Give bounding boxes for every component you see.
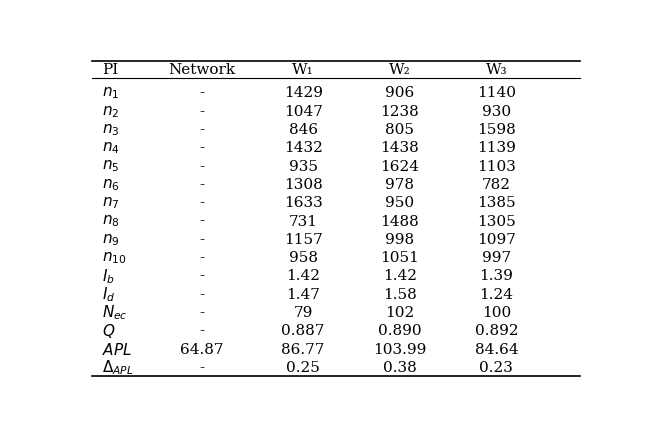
Text: $\Delta_{APL}$: $\Delta_{APL}$: [102, 359, 134, 377]
Text: 1139: 1139: [477, 141, 516, 155]
Text: 930: 930: [482, 105, 511, 119]
Text: 1.24: 1.24: [480, 288, 514, 302]
Text: 731: 731: [289, 215, 318, 228]
Text: 1598: 1598: [477, 123, 516, 137]
Text: $n_7$: $n_7$: [102, 195, 120, 211]
Text: 978: 978: [385, 178, 414, 192]
Text: 1488: 1488: [380, 215, 419, 228]
Text: $n_{10}$: $n_{10}$: [102, 250, 127, 266]
Text: W₃: W₃: [485, 63, 507, 77]
Text: $n_9$: $n_9$: [102, 232, 120, 248]
Text: $APL$: $APL$: [102, 341, 133, 358]
Text: 0.892: 0.892: [474, 324, 518, 338]
Text: 1.39: 1.39: [480, 269, 513, 283]
Text: $Q$: $Q$: [102, 322, 115, 340]
Text: $I_b$: $I_b$: [102, 267, 115, 286]
Text: 0.23: 0.23: [480, 361, 513, 375]
Text: W₂: W₂: [389, 63, 411, 77]
Text: 1140: 1140: [477, 86, 516, 100]
Text: 1633: 1633: [284, 196, 323, 210]
Text: $n_3$: $n_3$: [102, 122, 120, 138]
Text: 103.99: 103.99: [373, 343, 426, 356]
Text: 1308: 1308: [284, 178, 323, 192]
Text: 1438: 1438: [380, 141, 419, 155]
Text: 1103: 1103: [477, 160, 516, 174]
Text: -: -: [199, 123, 204, 137]
Text: 1305: 1305: [477, 215, 516, 228]
Text: -: -: [199, 361, 204, 375]
Text: 782: 782: [482, 178, 511, 192]
Text: 0.25: 0.25: [286, 361, 320, 375]
Text: -: -: [199, 324, 204, 338]
Text: $n_1$: $n_1$: [102, 86, 120, 101]
Text: -: -: [199, 233, 204, 247]
Text: 100: 100: [482, 306, 511, 320]
Text: 998: 998: [385, 233, 415, 247]
Text: -: -: [199, 306, 204, 320]
Text: -: -: [199, 215, 204, 228]
Text: 846: 846: [289, 123, 318, 137]
Text: 84.64: 84.64: [474, 343, 518, 356]
Text: 950: 950: [385, 196, 415, 210]
Text: 1429: 1429: [283, 86, 323, 100]
Text: 1.58: 1.58: [383, 288, 417, 302]
Text: 1238: 1238: [380, 105, 419, 119]
Text: W₁: W₁: [293, 63, 314, 77]
Text: 64.87: 64.87: [180, 343, 223, 356]
Text: $n_5$: $n_5$: [102, 159, 120, 175]
Text: 935: 935: [289, 160, 318, 174]
Text: -: -: [199, 288, 204, 302]
Text: 102: 102: [385, 306, 415, 320]
Text: 1157: 1157: [284, 233, 323, 247]
Text: $I_d$: $I_d$: [102, 286, 115, 304]
Text: -: -: [199, 196, 204, 210]
Text: 86.77: 86.77: [281, 343, 325, 356]
Text: 1385: 1385: [477, 196, 516, 210]
Text: 1.42: 1.42: [382, 269, 417, 283]
Text: 1047: 1047: [283, 105, 323, 119]
Text: 1051: 1051: [380, 251, 419, 265]
Text: -: -: [199, 251, 204, 265]
Text: -: -: [199, 105, 204, 119]
Text: 1624: 1624: [380, 160, 419, 174]
Text: $n_2$: $n_2$: [102, 104, 119, 120]
Text: $N_{ec}$: $N_{ec}$: [102, 304, 128, 323]
Text: 0.38: 0.38: [383, 361, 417, 375]
Text: 1097: 1097: [477, 233, 516, 247]
Text: -: -: [199, 141, 204, 155]
Text: -: -: [199, 178, 204, 192]
Text: 958: 958: [289, 251, 318, 265]
Text: 906: 906: [385, 86, 415, 100]
Text: Network: Network: [168, 63, 235, 77]
Text: 1.42: 1.42: [286, 269, 320, 283]
Text: -: -: [199, 86, 204, 100]
Text: 997: 997: [482, 251, 511, 265]
Text: 79: 79: [293, 306, 313, 320]
Text: 0.887: 0.887: [281, 324, 325, 338]
Text: $n_8$: $n_8$: [102, 214, 120, 229]
Text: -: -: [199, 269, 204, 283]
Text: 0.890: 0.890: [378, 324, 422, 338]
Text: 1432: 1432: [283, 141, 323, 155]
Text: 805: 805: [385, 123, 414, 137]
Text: $n_6$: $n_6$: [102, 177, 120, 193]
Text: $n_4$: $n_4$: [102, 140, 120, 156]
Text: -: -: [199, 160, 204, 174]
Text: PI: PI: [102, 63, 119, 77]
Text: 1.47: 1.47: [286, 288, 320, 302]
